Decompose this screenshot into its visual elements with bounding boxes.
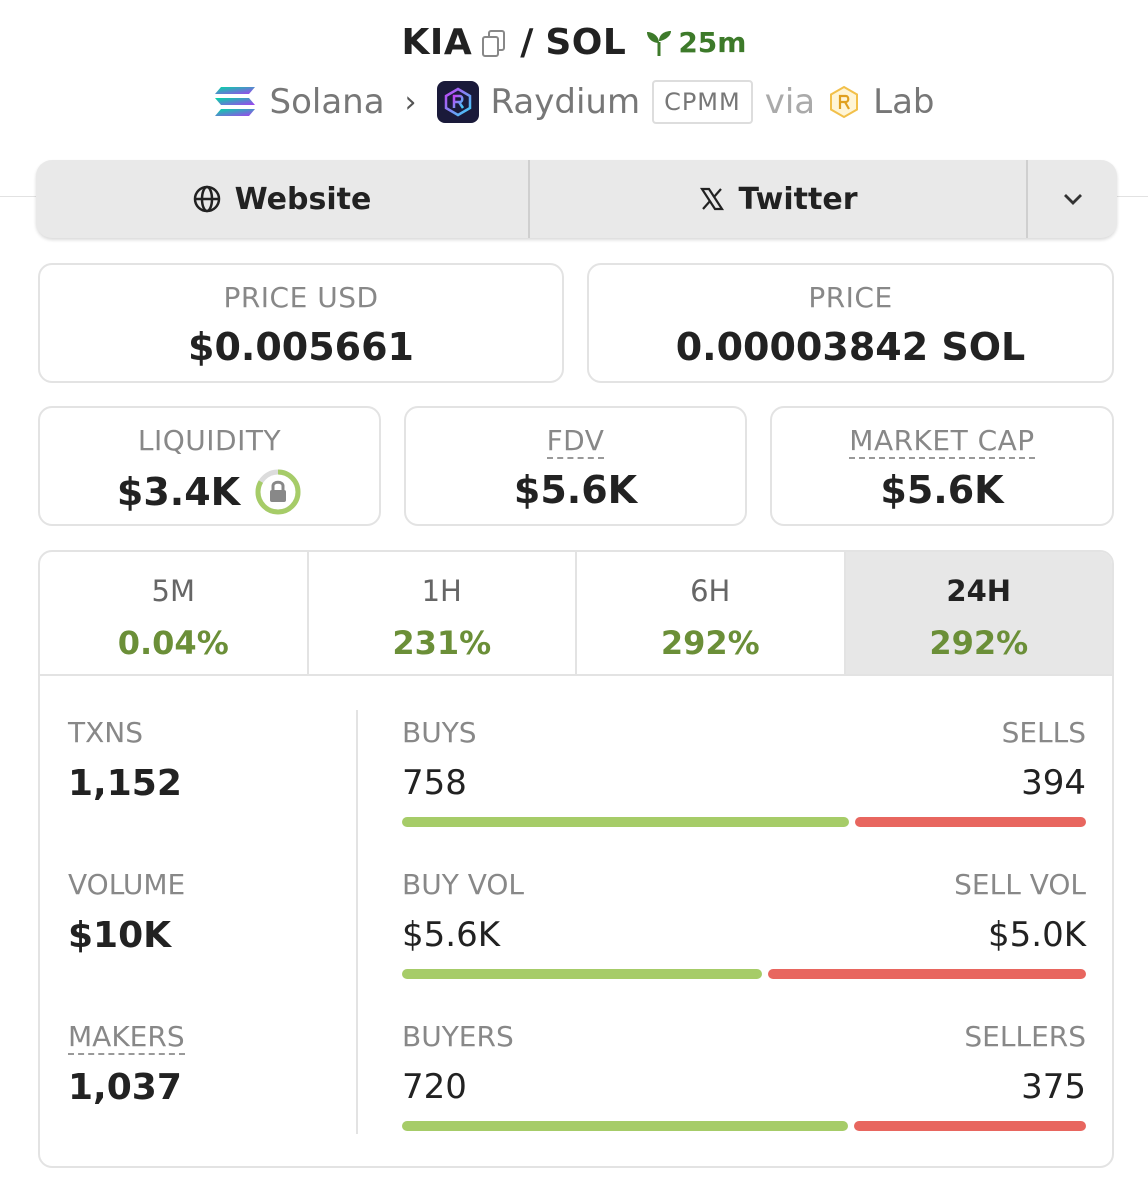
tab-label: 6H	[690, 574, 731, 608]
buy-bar	[402, 969, 762, 979]
txns-metric: TXNS 1,152	[68, 716, 182, 804]
period-metrics: TXNS 1,152 VOLUME $10K MAKERS 1,037 BUYS…	[40, 678, 1112, 1166]
fdv-value: $5.6K	[513, 468, 638, 512]
copy-icon[interactable]	[480, 28, 508, 58]
sell-bar	[854, 1121, 1086, 1131]
twitter-label: Twitter	[738, 181, 858, 217]
buys-value: 758	[402, 763, 467, 803]
base-symbol: KIA	[401, 22, 473, 63]
metrics-divider	[356, 710, 358, 1134]
tab-label: 1H	[421, 574, 462, 608]
sells-label: SELLS	[1001, 716, 1086, 749]
chevron-right-icon: ›	[404, 84, 417, 120]
buys-sells-bar	[402, 817, 1086, 827]
buyers-sellers-row: BUYERS SELLERS 720 375	[402, 1020, 1086, 1131]
price-change: 0.04%	[117, 624, 229, 662]
sell-vol-label: SELL VOL	[954, 868, 1086, 901]
pair-age: 25m	[644, 26, 746, 59]
sprout-icon	[647, 30, 672, 56]
price-usd-card: PRICE USD $0.005661	[38, 263, 564, 383]
pair-separator: /	[520, 22, 534, 63]
globe-icon	[193, 185, 220, 213]
makers-metric: MAKERS 1,037	[68, 1020, 185, 1108]
tab-24h[interactable]: 24H 292%	[845, 552, 1112, 674]
period-tabs: 5M 0.04% 1H 231% 6H 292% 24H 292%	[40, 552, 1112, 676]
price-usd-label: PRICE USD	[223, 281, 379, 314]
fdv-card: FDV $5.6K	[404, 406, 747, 526]
links-bar: Website Twitter	[36, 160, 1117, 238]
price-change: 292%	[660, 624, 760, 662]
period-stats-panel: 5M 0.04% 1H 231% 6H 292% 24H 292% TXNS 1…	[38, 550, 1114, 1168]
sellers-label: SELLERS	[964, 1020, 1086, 1053]
buys-sells-row: BUYS SELLS 758 394	[402, 716, 1086, 827]
tab-6h[interactable]: 6H 292%	[577, 552, 846, 674]
chain-name[interactable]: Solana	[269, 82, 385, 122]
volume-label: VOLUME	[68, 868, 186, 901]
buy-bar	[402, 1121, 849, 1131]
twitter-button[interactable]: Twitter	[530, 160, 1028, 238]
solana-icon	[215, 87, 256, 116]
tab-5m[interactable]: 5M 0.04%	[40, 552, 309, 674]
txns-label: TXNS	[68, 716, 144, 749]
price-native-label: PRICE	[808, 281, 893, 314]
buy-vol-label: BUY VOL	[402, 868, 525, 901]
pair-title: KIA / SOL 25m	[0, 22, 1148, 63]
market-cap-value: $5.6K	[880, 468, 1004, 512]
makers-label-text: MAKERS	[68, 1020, 185, 1055]
market-cap-label-text: MARKET CAP	[849, 424, 1035, 459]
buy-sell-vol-row: BUY VOL SELL VOL $5.6K $5.0K	[402, 868, 1086, 979]
sell-bar	[855, 817, 1086, 827]
more-links-button[interactable]	[1028, 160, 1117, 238]
lab-icon	[830, 85, 859, 119]
buy-sell-vol-bar	[402, 969, 1086, 979]
makers-label[interactable]: MAKERS	[68, 1020, 185, 1055]
tab-label: 5M	[151, 574, 195, 608]
buyers-value: 720	[402, 1067, 467, 1107]
buyers-label: BUYERS	[402, 1020, 514, 1053]
buyers-sellers-bar	[402, 1121, 1086, 1131]
liquidity-value: $3.4K	[116, 470, 241, 514]
liquidity-label: LIQUIDITY	[137, 424, 282, 457]
dex-name[interactable]: Raydium	[490, 82, 641, 122]
pool-type-badge: CPMM	[652, 80, 753, 124]
liquidity-card: LIQUIDITY $3.4K	[38, 406, 381, 526]
pair-route: Solana › Raydium CPMM via Lab	[0, 80, 1148, 124]
price-usd-value: $0.005661	[188, 325, 414, 369]
makers-value: 1,037	[68, 1067, 182, 1108]
price-native-value: 0.00003842 SOL	[675, 325, 1026, 369]
price-native-card: PRICE 0.00003842 SOL	[587, 263, 1114, 383]
website-button[interactable]: Website	[36, 160, 530, 238]
sellers-value: 375	[1021, 1067, 1086, 1107]
buys-label: BUYS	[402, 716, 477, 749]
sell-bar	[767, 969, 1086, 979]
fdv-label[interactable]: FDV	[406, 424, 745, 459]
sell-vol-value: $5.0K	[988, 915, 1086, 955]
website-label: Website	[234, 181, 372, 217]
market-cap-label[interactable]: MARKET CAP	[772, 424, 1112, 459]
chevron-down-icon	[1063, 194, 1082, 205]
fdv-label-text: FDV	[546, 424, 605, 459]
tab-label: 24H	[946, 574, 1012, 608]
txns-value: 1,152	[68, 763, 182, 804]
pair-age-text: 25m	[678, 26, 747, 59]
launchpad-name[interactable]: Lab	[873, 82, 935, 122]
raydium-icon	[436, 81, 479, 123]
x-icon	[699, 187, 724, 211]
tab-1h[interactable]: 1H 231%	[309, 552, 577, 674]
liquidity-value-row: $3.4K	[40, 468, 379, 516]
via-label: via	[764, 82, 816, 122]
quote-symbol: SOL	[545, 22, 627, 63]
volume-value: $10K	[68, 915, 172, 956]
lock-icon[interactable]	[254, 468, 302, 516]
buy-bar	[402, 817, 850, 827]
buy-vol-value: $5.6K	[402, 915, 500, 955]
market-cap-card: MARKET CAP $5.6K	[770, 406, 1114, 526]
price-change: 292%	[929, 624, 1029, 662]
price-change: 231%	[392, 624, 492, 662]
volume-metric: VOLUME $10K	[68, 868, 185, 956]
sells-value: 394	[1021, 763, 1086, 803]
